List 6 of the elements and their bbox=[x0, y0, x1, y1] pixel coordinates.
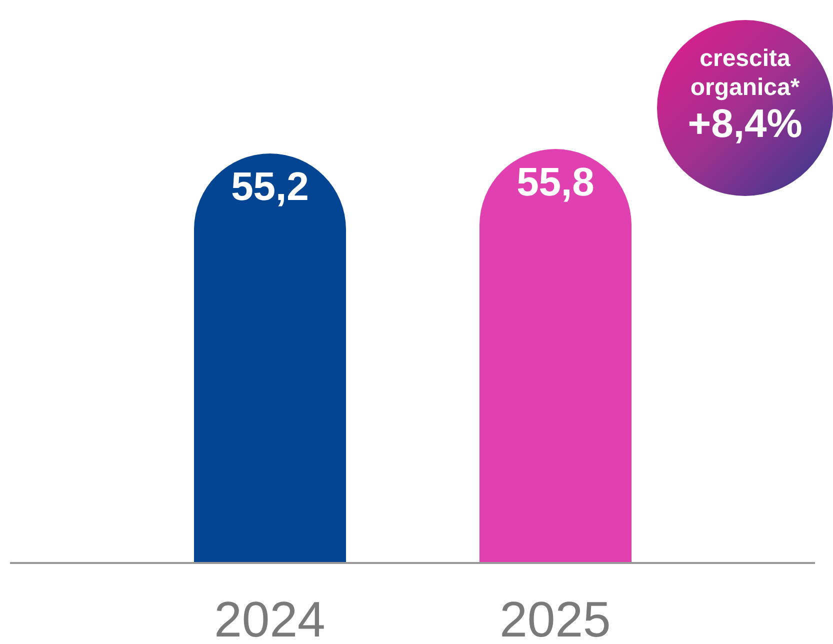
x-tick-label: 2024 bbox=[214, 592, 326, 644]
text: crescita organica* bbox=[689, 44, 801, 102]
x-tick-label: 2025 bbox=[500, 592, 611, 644]
data-label: 55,2 bbox=[231, 164, 309, 209]
text: +8,4% bbox=[686, 102, 804, 146]
data-label: 55,8 bbox=[516, 160, 594, 204]
